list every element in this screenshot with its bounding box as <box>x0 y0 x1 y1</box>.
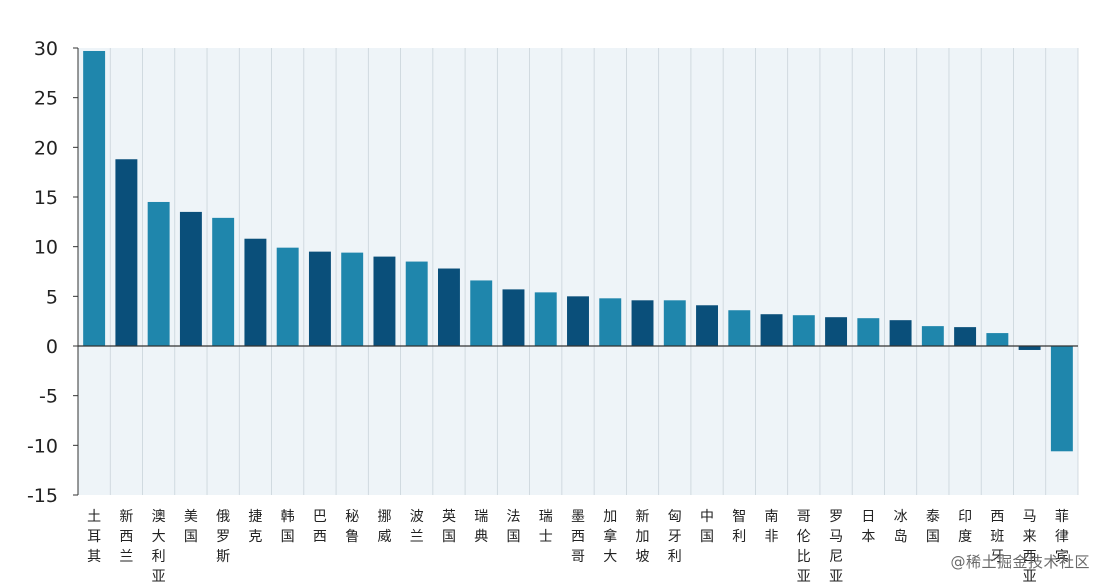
x-tick-label: 泰国 <box>926 509 940 545</box>
bar <box>502 289 525 346</box>
bar <box>470 280 493 346</box>
x-tick-label: 土耳其 <box>87 509 101 565</box>
x-tick-label: 西班牙 <box>990 509 1004 565</box>
y-tick-label: 25 <box>34 88 58 110</box>
bar <box>534 292 557 346</box>
bar <box>889 320 912 346</box>
y-tick-label: 20 <box>34 137 58 159</box>
x-tick-label: 澳大利亚 <box>152 509 166 585</box>
x-tick-label: 马来西亚 <box>1023 509 1037 585</box>
y-tick-label: 15 <box>34 187 58 209</box>
x-tick-label: 波兰 <box>410 509 424 545</box>
x-tick-label: 新西兰 <box>119 509 133 565</box>
y-tick-label: 30 <box>34 38 58 60</box>
x-tick-label: 墨西哥 <box>571 509 585 565</box>
watermark-text: @稀土掘金技术社区 <box>950 553 1090 571</box>
bar <box>438 268 460 346</box>
x-tick-label: 捷克 <box>248 509 262 545</box>
x-tick-label: 哥伦比亚 <box>797 509 811 585</box>
bar <box>728 310 751 346</box>
x-tick-label: 菲律宾 <box>1055 509 1069 565</box>
x-tick-label: 秘鲁 <box>345 509 359 545</box>
x-tick-label: 瑞士 <box>539 509 553 545</box>
x-tick-label: 新加坡 <box>636 509 650 565</box>
bar <box>567 296 589 346</box>
x-tick-label: 巴西 <box>313 509 327 545</box>
x-tick-label: 智利 <box>732 509 746 545</box>
bar <box>760 314 783 346</box>
bar <box>373 256 396 346</box>
x-tick-label: 挪威 <box>377 509 391 545</box>
bar <box>631 300 654 346</box>
bar <box>921 326 944 346</box>
bar <box>857 318 880 346</box>
x-tick-label: 韩国 <box>281 509 295 545</box>
bar <box>308 251 331 346</box>
bar <box>792 315 815 346</box>
bar <box>599 298 622 346</box>
x-tick-label: 日本 <box>861 509 875 545</box>
y-tick-label: -15 <box>27 485 58 507</box>
bar <box>83 50 106 346</box>
y-tick-label: -5 <box>39 386 58 408</box>
bar <box>954 327 977 346</box>
bar <box>179 211 202 346</box>
x-tick-label: 英国 <box>442 508 456 545</box>
y-tick-label: 5 <box>46 286 58 308</box>
x-tick-label: 法国 <box>506 509 520 545</box>
bar <box>825 317 848 346</box>
bar <box>212 217 235 346</box>
bar <box>663 300 686 346</box>
x-tick-label: 南非 <box>765 509 779 545</box>
bar <box>1050 346 1073 452</box>
bar <box>405 261 428 346</box>
x-tick-label: 冰岛 <box>894 509 908 545</box>
bar <box>1018 346 1041 350</box>
bar <box>696 305 718 346</box>
x-tick-label: 俄罗斯 <box>216 509 230 565</box>
bar <box>115 159 138 346</box>
y-tick-label: 10 <box>34 237 58 259</box>
x-tick-label: 匈牙利 <box>668 509 682 565</box>
x-tick-label: 印度 <box>958 509 972 545</box>
y-tick-label: -10 <box>27 435 58 457</box>
y-tick-label: 0 <box>46 336 58 358</box>
bar <box>244 238 267 346</box>
x-tick-label: 罗马尼亚 <box>829 509 843 585</box>
x-tick-label: 美国 <box>184 509 198 545</box>
x-tick-label: 中国 <box>700 509 714 545</box>
x-tick-label: 瑞典 <box>474 509 488 545</box>
bar <box>147 201 170 346</box>
bar <box>276 247 299 346</box>
bar <box>986 333 1009 346</box>
x-tick-label: 加拿大 <box>603 509 617 565</box>
bar <box>341 252 364 346</box>
